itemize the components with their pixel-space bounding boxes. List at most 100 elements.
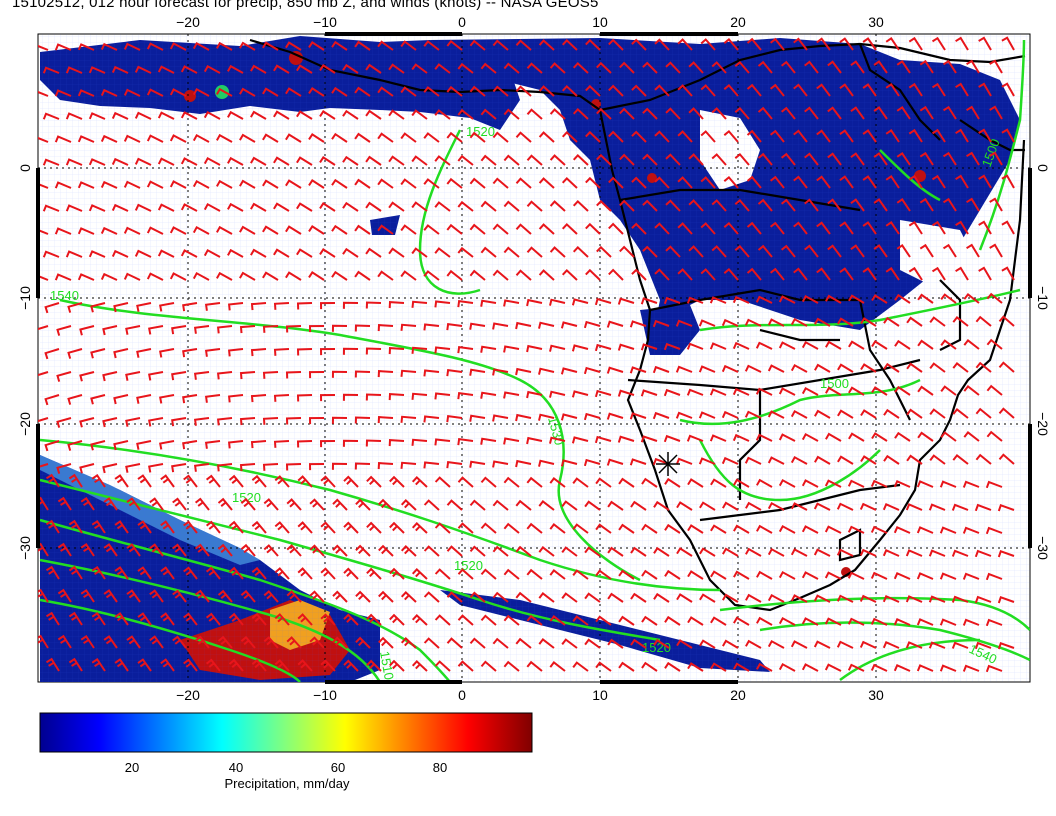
wind-barb-icon <box>746 37 762 51</box>
wind-barb-icon <box>68 565 83 580</box>
wind-barb-icon <box>723 268 739 281</box>
wind-barb-icon <box>457 476 474 488</box>
wind-barb-icon <box>320 521 336 534</box>
wind-barb-icon <box>561 592 578 603</box>
wind-barb-icon <box>457 345 474 354</box>
wind-barb-icon <box>583 412 601 421</box>
wind-barb-icon <box>192 133 210 143</box>
wind-barb-icon <box>640 343 658 351</box>
wind-barb-icon <box>654 222 670 235</box>
wind-barb-icon <box>631 268 647 281</box>
wind-barb-icon <box>492 414 509 422</box>
wind-barb-icon <box>100 42 118 51</box>
wind-barb-icon <box>68 611 83 626</box>
wind-barb-icon <box>377 270 394 281</box>
wind-barb-icon <box>388 301 405 309</box>
svg-text:1510: 1510 <box>377 650 397 681</box>
svg-text:−10: −10 <box>313 687 337 703</box>
lon-labels-top: −20 −10 0 10 20 30 <box>176 14 884 30</box>
wind-barb-icon <box>755 387 773 396</box>
wind-barb-icon <box>296 248 313 258</box>
wind-barb-icon <box>549 568 566 580</box>
wind-barb-icon <box>38 634 49 649</box>
wind-barb-icon <box>469 414 486 422</box>
wind-barb-icon <box>273 64 290 74</box>
wind-barb-icon <box>561 222 578 235</box>
wind-barb-icon <box>618 661 635 672</box>
wind-barb-icon <box>896 198 911 212</box>
wind-barb-icon <box>928 503 946 511</box>
wind-barb-icon <box>931 266 946 281</box>
wind-barb-icon <box>583 366 601 375</box>
wind-barb-icon <box>400 590 417 603</box>
wind-barb-icon <box>400 178 417 189</box>
wind-barb-icon <box>594 389 612 398</box>
wind-barb-icon <box>126 543 141 557</box>
wind-barb-icon <box>149 497 164 511</box>
wind-barb-icon <box>860 363 877 373</box>
wind-barb-icon <box>778 524 796 534</box>
wind-barb-icon <box>503 660 520 672</box>
wind-barb-icon <box>100 88 118 97</box>
wind-barb-icon <box>67 394 83 405</box>
wind-barb-icon <box>778 570 796 580</box>
wind-barb-icon <box>928 595 946 603</box>
wind-barb-icon <box>134 157 152 166</box>
wind-barb-icon <box>584 592 601 603</box>
wind-barb-icon <box>148 325 164 335</box>
wind-barb-icon <box>985 664 1003 673</box>
wind-barb-icon <box>400 224 417 235</box>
wind-barb-icon <box>571 436 589 444</box>
wind-barb-icon <box>663 388 681 397</box>
wind-barb-icon <box>227 64 244 74</box>
wind-barb-icon <box>285 417 302 425</box>
wind-barb-icon <box>273 110 290 120</box>
wind-barb-icon <box>111 203 129 212</box>
wind-barb-icon <box>572 107 589 120</box>
wind-barb-icon <box>698 457 716 465</box>
wind-barb-icon <box>916 572 934 580</box>
wind-barb-icon <box>847 663 865 672</box>
wind-barb-icon <box>180 249 198 258</box>
wind-barb-icon <box>698 411 716 419</box>
wind-barb-icon <box>617 297 635 305</box>
wind-barb-icon <box>837 363 854 373</box>
wind-barb-icon <box>848 340 865 350</box>
wind-barb-icon <box>594 435 612 444</box>
wind-barb-icon <box>942 197 957 212</box>
wind-barb-icon <box>331 178 348 189</box>
wind-barb-icon <box>619 61 635 74</box>
wind-barb-icon <box>100 180 118 189</box>
wind-barb-icon <box>618 477 635 488</box>
wind-barb-icon <box>355 544 371 557</box>
wind-barb-icon <box>480 62 497 74</box>
wind-barb-icon <box>100 272 118 281</box>
wind-barb-icon <box>951 641 969 649</box>
wind-barb-icon <box>159 302 175 312</box>
colorbar-tick: 80 <box>432 760 448 775</box>
wind-barb-icon <box>804 106 819 120</box>
wind-barb-icon <box>893 663 911 672</box>
wind-barb-icon <box>446 177 463 189</box>
wind-barb-icon <box>194 543 210 557</box>
wind-barb-icon <box>631 38 647 51</box>
wind-barb-icon <box>113 348 129 359</box>
wind-barb-icon <box>653 500 670 511</box>
wind-barb-icon <box>79 325 95 336</box>
wind-barb-icon <box>929 316 946 327</box>
wind-barb-icon <box>492 177 509 189</box>
wind-barb-icon <box>216 41 233 51</box>
wind-barb-icon <box>44 348 60 360</box>
wind-barb-icon <box>446 85 463 97</box>
wind-barb-icon <box>227 202 244 212</box>
wind-barb-icon <box>285 225 302 235</box>
wind-barb-icon <box>929 362 946 373</box>
wind-barb-icon <box>549 62 566 74</box>
wind-barb-icon <box>503 568 520 580</box>
wind-barb-icon <box>711 61 727 74</box>
wind-barb-icon <box>434 63 451 74</box>
wind-barb-icon <box>400 132 417 143</box>
wind-barb-icon <box>38 463 49 469</box>
wind-barb-icon <box>297 613 313 626</box>
wind-barb-icon <box>862 175 877 189</box>
